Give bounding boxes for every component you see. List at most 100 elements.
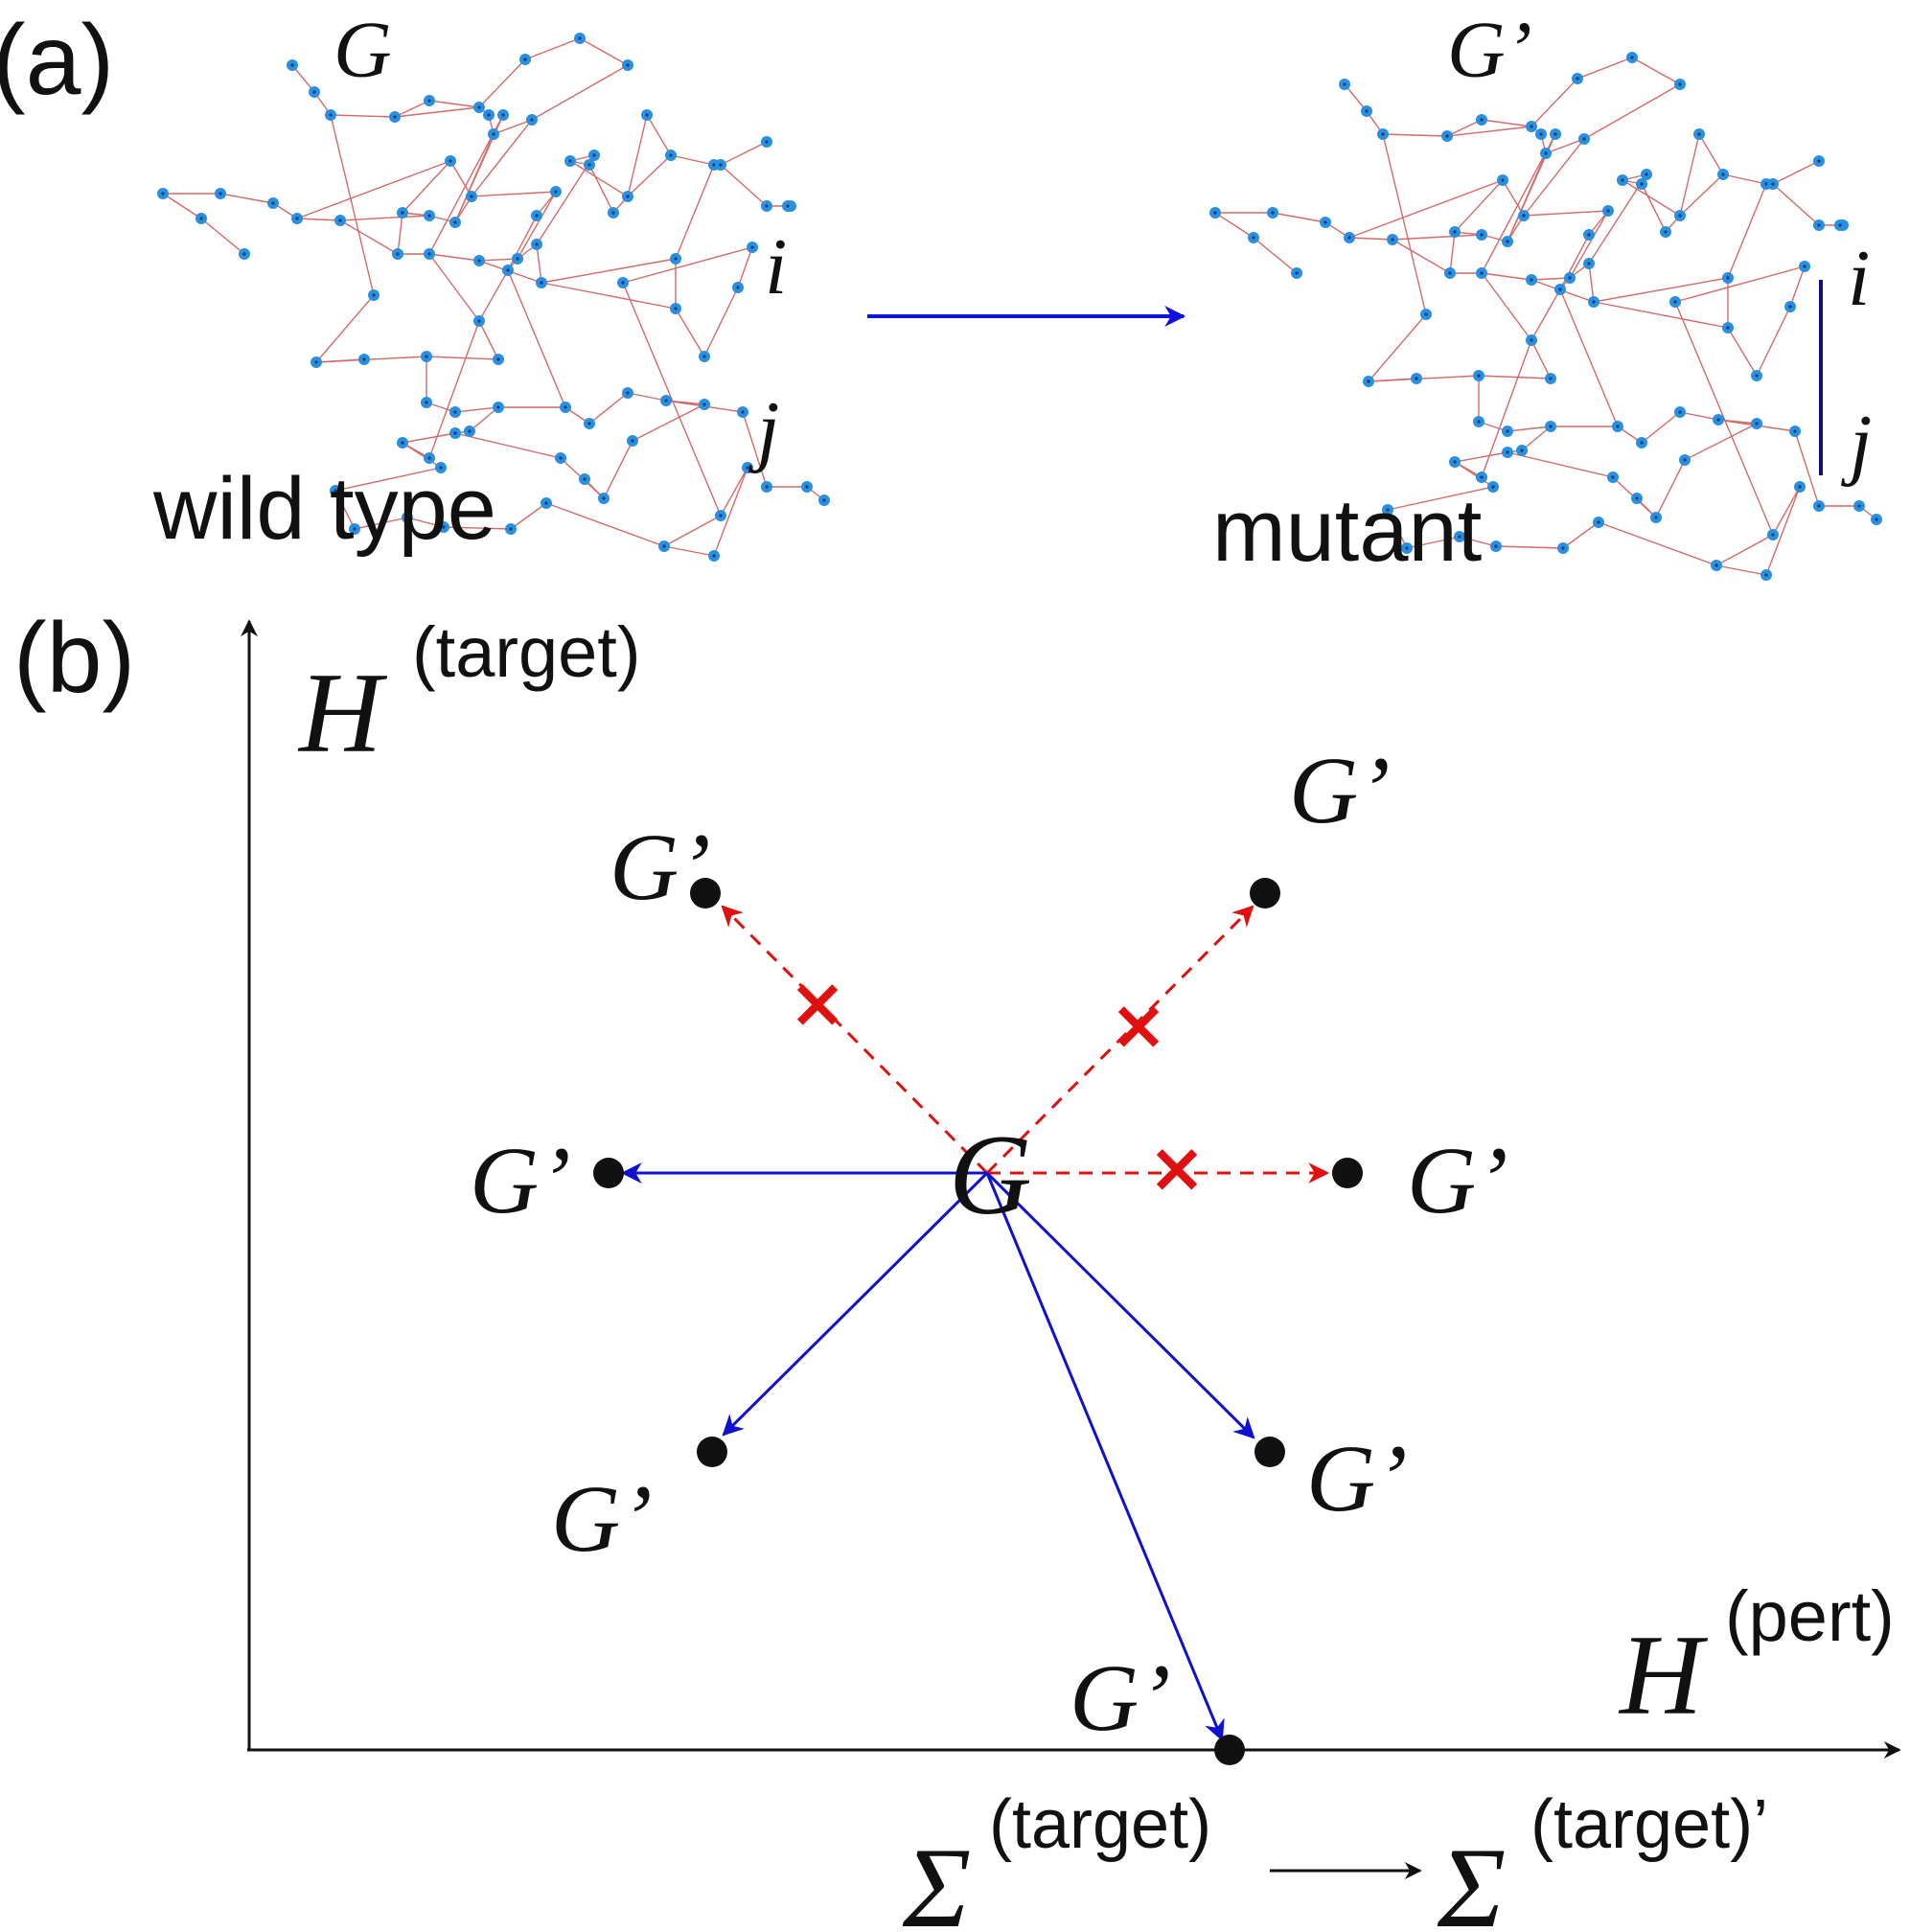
- network-node-center: [540, 281, 543, 285]
- network-node-center: [530, 118, 534, 122]
- network-node-center: [161, 192, 165, 196]
- network-edge: [1588, 263, 1595, 303]
- network-node-center: [1683, 458, 1687, 462]
- network-edge: [471, 191, 557, 197]
- network-node-center: [453, 410, 457, 414]
- wild-type-node-i-label: i: [765, 222, 787, 311]
- blocked-mark-up-left: ×: [789, 962, 846, 1043]
- network-node-center: [242, 252, 246, 256]
- network-node-center: [1448, 271, 1452, 275]
- mutant-node-i-label: i: [1848, 234, 1870, 323]
- wild-type-graph-label: G: [334, 6, 392, 95]
- network-node-center: [1415, 377, 1418, 380]
- network-node-center: [1817, 504, 1821, 508]
- mutant-label-on-axis: G’: [1070, 1644, 1171, 1751]
- network-edge: [622, 282, 722, 517]
- mutant-point-right: [1332, 1158, 1363, 1188]
- network-edge: [454, 406, 499, 413]
- allowed-arrow-down-left: [722, 1171, 989, 1437]
- network-node-center: [1295, 271, 1299, 275]
- network-edge: [1368, 313, 1427, 382]
- network-node-center: [1544, 151, 1548, 155]
- network-node-center: [1857, 504, 1861, 508]
- network-node-center: [1522, 214, 1526, 218]
- network-edge: [510, 502, 547, 530]
- mutant-nodes: [1209, 52, 1882, 581]
- network-node-center: [1553, 132, 1557, 136]
- network-edge: [315, 356, 427, 363]
- network-node-center: [1365, 109, 1369, 113]
- network-edge: [339, 219, 399, 255]
- network-node-center: [334, 489, 337, 493]
- network-edge: [703, 287, 739, 357]
- network-edge: [1523, 138, 1585, 217]
- network-node-center: [765, 140, 769, 144]
- network-node-center: [1755, 422, 1759, 426]
- network-node-center: [1678, 410, 1682, 414]
- network-edge: [428, 320, 480, 459]
- sigma-to-symbol: Σ: [1437, 1824, 1506, 1932]
- network-edge: [471, 119, 533, 197]
- network-edge: [541, 282, 677, 310]
- network-edge: [394, 100, 430, 118]
- network-edge: [1655, 459, 1686, 518]
- network-edge: [1454, 179, 1504, 233]
- network-node-center: [626, 195, 630, 198]
- network-edge: [219, 193, 274, 204]
- mutant-point-left: [593, 1158, 624, 1188]
- network-node-center: [470, 195, 473, 198]
- network-edge: [1583, 83, 1681, 140]
- network-node-center: [1501, 178, 1505, 182]
- network-node-center: [554, 190, 558, 194]
- network-node-center: [664, 399, 668, 402]
- network-node-center: [702, 402, 706, 406]
- network-node-center: [592, 153, 596, 157]
- network-node-center: [442, 525, 446, 529]
- network-edge: [1715, 534, 1774, 566]
- network-edge: [406, 517, 445, 528]
- network-node-center: [1520, 448, 1524, 452]
- network-edge: [1715, 564, 1767, 576]
- network-node-center: [1582, 137, 1586, 141]
- network-edge: [1446, 126, 1532, 137]
- network-edge: [663, 515, 722, 547]
- network-edge: [1569, 210, 1609, 279]
- network-edge: [1387, 509, 1408, 549]
- network-node-center: [1587, 262, 1591, 265]
- network-node-center: [290, 63, 294, 67]
- network-node-center: [1714, 564, 1718, 567]
- network-edge: [1530, 288, 1561, 341]
- network-node-center: [496, 405, 500, 409]
- network-node-center: [1445, 134, 1449, 138]
- network-node-center: [1678, 82, 1682, 86]
- network-edge: [569, 160, 629, 197]
- network-edge: [670, 154, 715, 166]
- network-node-center: [401, 211, 404, 215]
- network-edge: [1454, 451, 1508, 463]
- network-edge: [1674, 301, 1774, 536]
- network-edge: [426, 356, 499, 360]
- network-edge: [742, 411, 768, 488]
- network-edge: [1530, 277, 1571, 281]
- network-edge: [1459, 536, 1497, 547]
- network-edge: [588, 164, 614, 214]
- network-edge: [627, 154, 672, 197]
- network-node-center: [611, 211, 615, 215]
- network-edge: [1631, 57, 1681, 85]
- panel-a: (a) G i j wild type G’ i j mutant: [0, 5, 1882, 581]
- network-edge: [675, 164, 715, 260]
- network-edge: [622, 246, 753, 284]
- network-edge: [1641, 183, 1667, 233]
- network-edge: [1272, 212, 1326, 223]
- network-node-center: [477, 105, 481, 109]
- network-edge: [1593, 301, 1729, 329]
- network-node-center: [568, 159, 572, 163]
- network-node-center: [1506, 240, 1509, 243]
- blocked-mark-up-right: ×: [1110, 984, 1167, 1065]
- network-edge: [1387, 486, 1494, 511]
- network-node-center: [1506, 429, 1509, 433]
- network-node-center: [1477, 420, 1481, 424]
- network-node-center: [353, 527, 357, 531]
- network-edge: [646, 114, 672, 156]
- network-edge: [720, 164, 768, 207]
